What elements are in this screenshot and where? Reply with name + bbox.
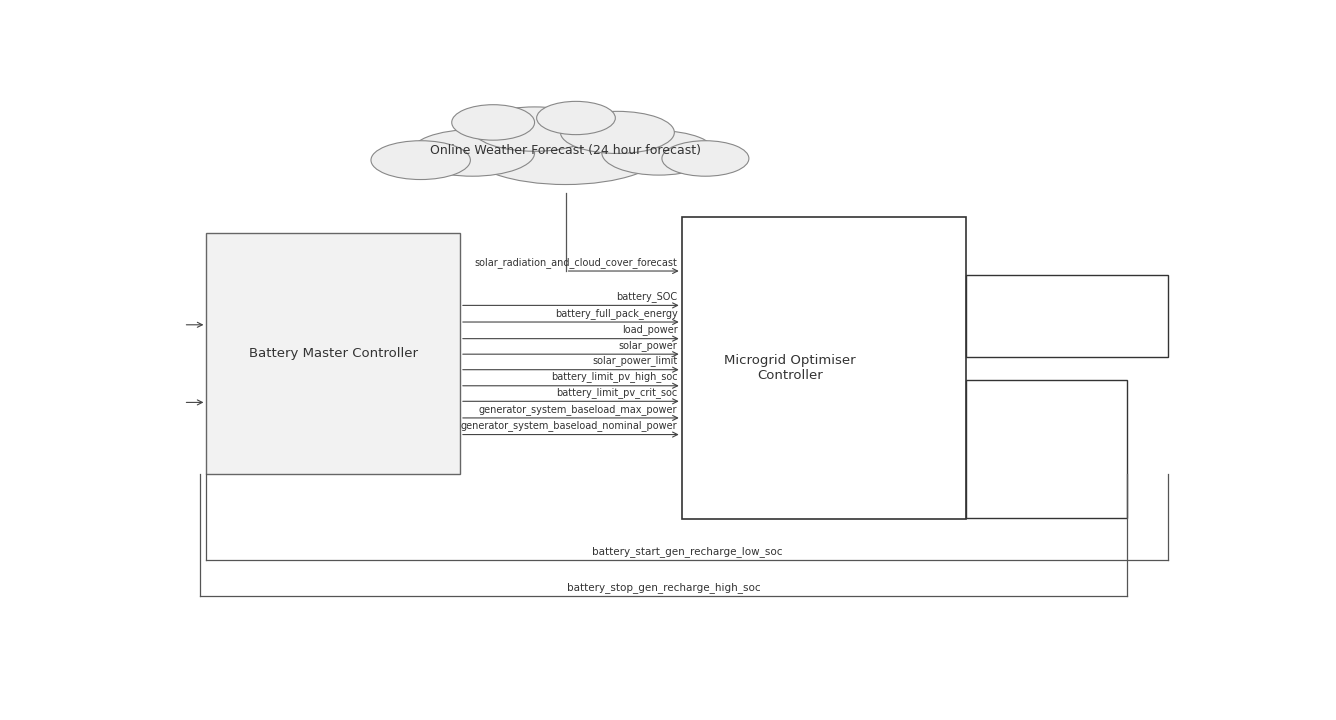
Ellipse shape	[603, 131, 716, 175]
Ellipse shape	[561, 112, 675, 153]
Text: battery_start_gen_recharge_low_soc: battery_start_gen_recharge_low_soc	[592, 546, 783, 557]
Text: battery_stop_gen_recharge_high_soc: battery_stop_gen_recharge_high_soc	[566, 582, 760, 593]
Text: generator_system_baseload_max_power: generator_system_baseload_max_power	[478, 404, 677, 415]
Text: load_power: load_power	[621, 325, 677, 336]
Ellipse shape	[452, 104, 534, 140]
Text: battery_SOC: battery_SOC	[616, 291, 677, 302]
Text: solar_power: solar_power	[619, 340, 677, 351]
Text: battery_limit_pv_high_soc: battery_limit_pv_high_soc	[550, 372, 677, 382]
Bar	[206, 233, 460, 474]
Text: battery_limit_pv_crit_soc: battery_limit_pv_crit_soc	[556, 387, 677, 398]
Bar	[966, 380, 1126, 518]
Text: battery_full_pack_energy: battery_full_pack_energy	[554, 307, 677, 319]
Ellipse shape	[371, 140, 470, 179]
Ellipse shape	[468, 116, 664, 184]
Text: generator_system_baseload_nominal_power: generator_system_baseload_nominal_power	[461, 420, 677, 431]
Ellipse shape	[473, 107, 597, 151]
Text: Online Weather Forecast (24 hour forecast): Online Weather Forecast (24 hour forecas…	[430, 144, 701, 157]
Bar	[681, 217, 966, 519]
Text: solar_power_limit: solar_power_limit	[592, 356, 677, 366]
Text: Battery Master Controller: Battery Master Controller	[248, 347, 418, 361]
Ellipse shape	[410, 130, 534, 176]
Text: solar_radiation_and_cloud_cover_forecast: solar_radiation_and_cloud_cover_forecast	[474, 257, 677, 268]
Bar	[966, 275, 1168, 357]
Ellipse shape	[537, 102, 616, 135]
Text: Microgrid Optimiser
Controller: Microgrid Optimiser Controller	[724, 354, 855, 382]
Ellipse shape	[661, 140, 749, 176]
